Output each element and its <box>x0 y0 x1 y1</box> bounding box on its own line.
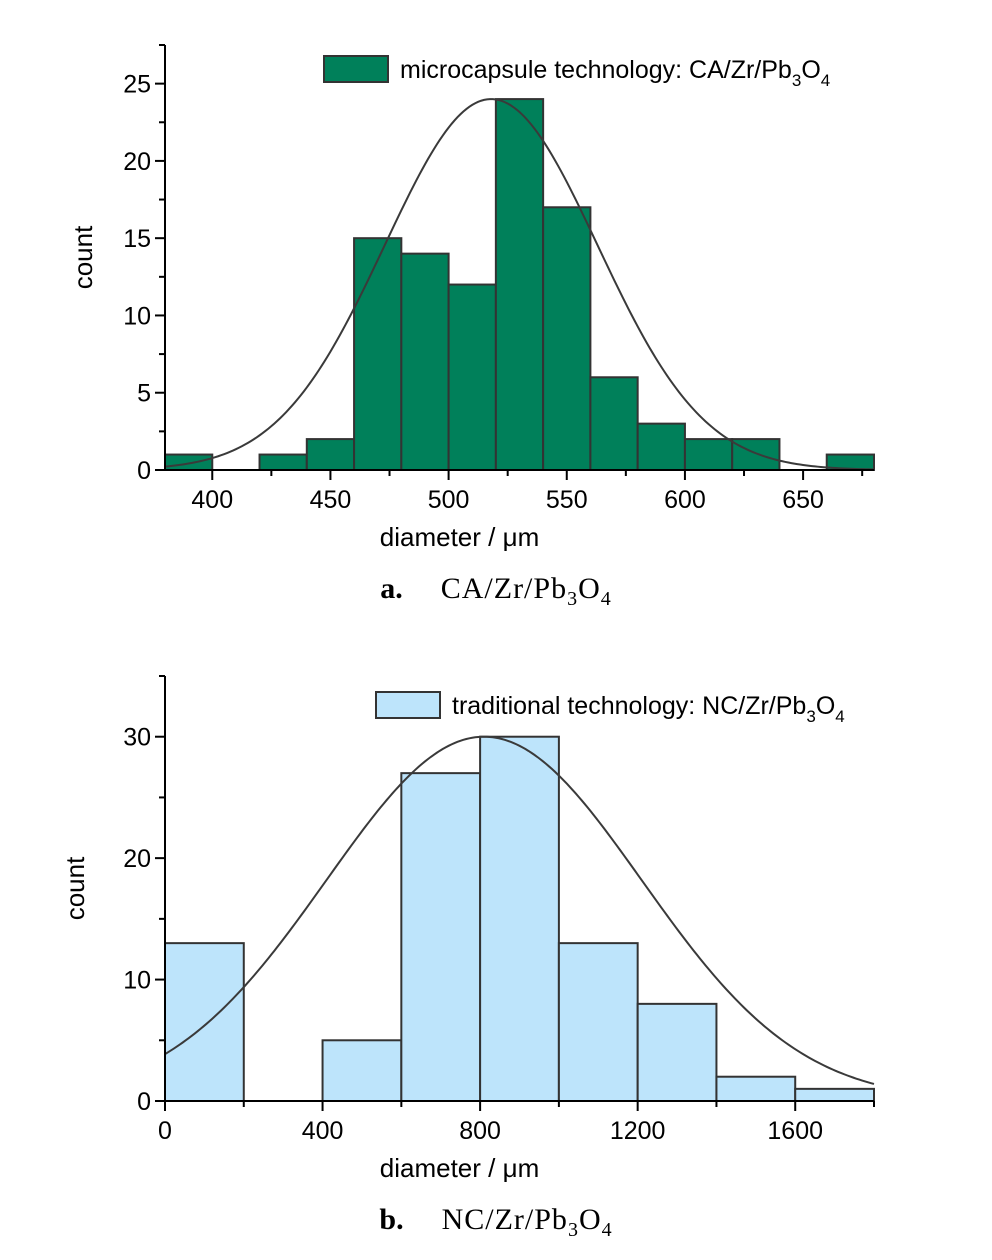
bar <box>164 942 245 1102</box>
y-tick-label: 0 <box>137 1088 151 1116</box>
bar <box>557 942 639 1102</box>
bar <box>400 252 450 471</box>
fit-curve <box>164 735 875 1085</box>
bar <box>542 206 592 471</box>
legend-label: microcapsule technology: CA/Zr/Pb3O4 <box>400 56 830 90</box>
x-axis-title: diameter / μm <box>380 522 539 552</box>
caption-b-text: NC/Zr/Pb <box>441 1203 568 1236</box>
histogram-b-plot: 0 400 800 1200 1600 0 10 20 30 diameter / μm count… <box>60 675 876 1183</box>
y-tick-label: 20 <box>123 148 151 176</box>
bar <box>164 453 214 471</box>
bars-a <box>164 98 876 472</box>
x-tick-label: 1600 <box>767 1117 823 1145</box>
x-tick-label: 550 <box>546 486 588 514</box>
caption-b-mid: O <box>578 1203 602 1236</box>
y-tick-label: 25 <box>123 71 151 99</box>
bar <box>447 283 497 471</box>
legend: microcapsule technology: CA/Zr/Pb3O4 <box>323 55 830 90</box>
caption-a-mid: O <box>578 572 601 605</box>
y-tick-label: 10 <box>123 302 151 330</box>
x-tick-label: 400 <box>191 486 233 514</box>
caption-a-sub1: 3 <box>567 588 579 610</box>
x-tick-label: 500 <box>428 486 470 514</box>
bar <box>400 772 482 1102</box>
x-tick-label: 650 <box>782 486 824 514</box>
y-axis-title: count <box>68 225 98 289</box>
bar <box>494 98 545 471</box>
bar <box>683 438 734 472</box>
caption-a-text: CA/Zr/Pb <box>440 572 568 605</box>
x-tick-label: 450 <box>310 486 352 514</box>
caption-b-sub1: 3 <box>567 1219 579 1241</box>
y-tick-label: 10 <box>123 967 151 995</box>
bar <box>305 438 356 472</box>
legend-label: traditional technology: NC/Zr/Pb3O4 <box>452 692 845 726</box>
histogram-b: 0 400 800 1200 1600 0 10 20 30 diameter / μm count… <box>0 630 992 1260</box>
x-tick-label: 1200 <box>610 1117 666 1145</box>
bar <box>731 438 781 472</box>
caption-b-sub2: 4 <box>601 1219 613 1241</box>
x-tick-label: 0 <box>158 1117 172 1145</box>
caption-a-letter: a. <box>380 572 403 605</box>
bar <box>589 376 639 472</box>
bar <box>636 422 686 471</box>
legend-swatch <box>323 55 389 83</box>
x-tick-label: 800 <box>459 1117 501 1145</box>
y-tick-label: 0 <box>137 457 151 485</box>
legend: traditional technology: NC/Zr/Pb3O4 <box>375 691 845 726</box>
x-tick-label: 600 <box>664 486 706 514</box>
x-axis-title: diameter / μm <box>380 1153 539 1183</box>
bar <box>715 1075 797 1103</box>
caption-a-sub2: 4 <box>600 588 612 610</box>
y-tick-label: 20 <box>123 845 151 873</box>
caption-a: a. CA/Zr/Pb3O4 <box>0 572 992 611</box>
bar <box>479 735 560 1102</box>
histogram-a: 400 450 500 550 600 650 0 5 10 15 20 25 diameter / μ… <box>0 44 992 611</box>
y-tick-label: 5 <box>137 380 151 408</box>
x-tick-label: 400 <box>302 1117 344 1145</box>
fit-curve <box>164 98 875 471</box>
caption-b: b. NC/Zr/Pb3O4 <box>0 1203 992 1242</box>
bars-b <box>164 735 876 1103</box>
bar <box>258 453 308 471</box>
bar <box>636 1002 718 1103</box>
histogram-a-plot: 400 450 500 550 600 650 0 5 10 15 20 25 diameter / μ… <box>68 44 876 552</box>
y-tick-label: 30 <box>123 724 151 752</box>
bar <box>794 1087 876 1103</box>
y-tick-label: 15 <box>123 225 151 253</box>
bar <box>353 237 403 471</box>
y-axis-title: count <box>60 856 90 920</box>
bar <box>321 1039 403 1102</box>
caption-b-letter: b. <box>379 1203 404 1236</box>
legend-swatch <box>375 691 441 719</box>
